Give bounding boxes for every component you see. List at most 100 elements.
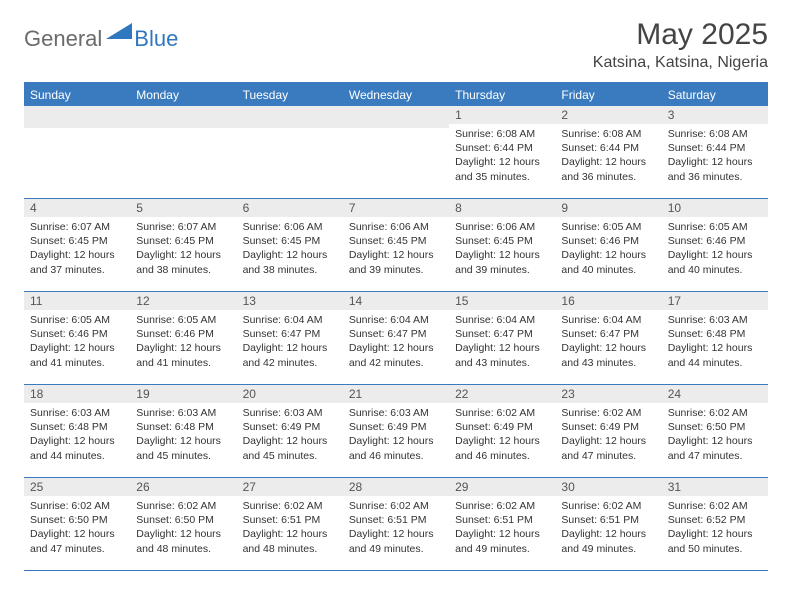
day-details: Sunrise: 6:08 AMSunset: 6:44 PMDaylight:… — [449, 124, 555, 188]
day-details: Sunrise: 6:02 AMSunset: 6:51 PMDaylight:… — [237, 496, 343, 560]
day-details: Sunrise: 6:02 AMSunset: 6:50 PMDaylight:… — [130, 496, 236, 560]
sunrise-text: Sunrise: 6:07 AM — [30, 220, 124, 234]
sunrise-text: Sunrise: 6:07 AM — [136, 220, 230, 234]
daylight-text: Daylight: 12 hours and 46 minutes. — [349, 434, 443, 462]
sunset-text: Sunset: 6:45 PM — [30, 234, 124, 248]
day-details: Sunrise: 6:03 AMSunset: 6:48 PMDaylight:… — [24, 403, 130, 467]
day-number-empty — [24, 106, 130, 128]
sunrise-text: Sunrise: 6:02 AM — [561, 406, 655, 420]
daylight-text: Daylight: 12 hours and 42 minutes. — [349, 341, 443, 369]
sunrise-text: Sunrise: 6:05 AM — [668, 220, 762, 234]
day-details: Sunrise: 6:02 AMSunset: 6:49 PMDaylight:… — [555, 403, 661, 467]
day-details: Sunrise: 6:06 AMSunset: 6:45 PMDaylight:… — [449, 217, 555, 281]
sunset-text: Sunset: 6:45 PM — [349, 234, 443, 248]
day-number-empty — [130, 106, 236, 128]
day-number: 6 — [237, 199, 343, 217]
day-details: Sunrise: 6:02 AMSunset: 6:49 PMDaylight:… — [449, 403, 555, 467]
daylight-text: Daylight: 12 hours and 50 minutes. — [668, 527, 762, 555]
daylight-text: Daylight: 12 hours and 43 minutes. — [561, 341, 655, 369]
logo-text-blue: Blue — [134, 26, 178, 52]
calendar-week-row: 11Sunrise: 6:05 AMSunset: 6:46 PMDayligh… — [24, 292, 768, 385]
sunset-text: Sunset: 6:49 PM — [243, 420, 337, 434]
day-number: 21 — [343, 385, 449, 403]
sunrise-text: Sunrise: 6:04 AM — [243, 313, 337, 327]
daylight-text: Daylight: 12 hours and 44 minutes. — [30, 434, 124, 462]
weekday-header: Sunday — [24, 83, 130, 106]
daylight-text: Daylight: 12 hours and 45 minutes. — [243, 434, 337, 462]
calendar-day-cell: 30Sunrise: 6:02 AMSunset: 6:51 PMDayligh… — [555, 478, 661, 571]
calendar-day-cell: 7Sunrise: 6:06 AMSunset: 6:45 PMDaylight… — [343, 199, 449, 292]
day-number: 1 — [449, 106, 555, 124]
day-number: 25 — [24, 478, 130, 496]
sunrise-text: Sunrise: 6:05 AM — [30, 313, 124, 327]
sunrise-text: Sunrise: 6:03 AM — [136, 406, 230, 420]
sunset-text: Sunset: 6:46 PM — [561, 234, 655, 248]
day-number: 10 — [662, 199, 768, 217]
sunset-text: Sunset: 6:50 PM — [668, 420, 762, 434]
sunrise-text: Sunrise: 6:04 AM — [349, 313, 443, 327]
daylight-text: Daylight: 12 hours and 46 minutes. — [455, 434, 549, 462]
day-details: Sunrise: 6:07 AMSunset: 6:45 PMDaylight:… — [24, 217, 130, 281]
day-number: 4 — [24, 199, 130, 217]
sunset-text: Sunset: 6:47 PM — [243, 327, 337, 341]
calendar-day-cell: 16Sunrise: 6:04 AMSunset: 6:47 PMDayligh… — [555, 292, 661, 385]
calendar-day-cell — [237, 106, 343, 199]
day-number: 2 — [555, 106, 661, 124]
sunset-text: Sunset: 6:50 PM — [136, 513, 230, 527]
day-details: Sunrise: 6:03 AMSunset: 6:48 PMDaylight:… — [662, 310, 768, 374]
calendar-week-row: 4Sunrise: 6:07 AMSunset: 6:45 PMDaylight… — [24, 199, 768, 292]
sunset-text: Sunset: 6:51 PM — [349, 513, 443, 527]
day-number: 17 — [662, 292, 768, 310]
daylight-text: Daylight: 12 hours and 39 minutes. — [455, 248, 549, 276]
calendar-day-cell — [343, 106, 449, 199]
calendar-day-cell: 3Sunrise: 6:08 AMSunset: 6:44 PMDaylight… — [662, 106, 768, 199]
sunset-text: Sunset: 6:47 PM — [561, 327, 655, 341]
day-number: 15 — [449, 292, 555, 310]
day-number: 27 — [237, 478, 343, 496]
calendar-day-cell — [24, 106, 130, 199]
sunrise-text: Sunrise: 6:02 AM — [561, 499, 655, 513]
day-details: Sunrise: 6:08 AMSunset: 6:44 PMDaylight:… — [555, 124, 661, 188]
sunset-text: Sunset: 6:47 PM — [349, 327, 443, 341]
sunset-text: Sunset: 6:48 PM — [668, 327, 762, 341]
weekday-header: Friday — [555, 83, 661, 106]
daylight-text: Daylight: 12 hours and 47 minutes. — [561, 434, 655, 462]
calendar-day-cell: 20Sunrise: 6:03 AMSunset: 6:49 PMDayligh… — [237, 385, 343, 478]
calendar-day-cell: 21Sunrise: 6:03 AMSunset: 6:49 PMDayligh… — [343, 385, 449, 478]
sunset-text: Sunset: 6:51 PM — [561, 513, 655, 527]
day-details: Sunrise: 6:05 AMSunset: 6:46 PMDaylight:… — [555, 217, 661, 281]
sunset-text: Sunset: 6:51 PM — [455, 513, 549, 527]
calendar-table: Sunday Monday Tuesday Wednesday Thursday… — [24, 82, 768, 571]
day-details: Sunrise: 6:05 AMSunset: 6:46 PMDaylight:… — [130, 310, 236, 374]
day-details: Sunrise: 6:04 AMSunset: 6:47 PMDaylight:… — [555, 310, 661, 374]
calendar-day-cell: 5Sunrise: 6:07 AMSunset: 6:45 PMDaylight… — [130, 199, 236, 292]
day-details: Sunrise: 6:08 AMSunset: 6:44 PMDaylight:… — [662, 124, 768, 188]
daylight-text: Daylight: 12 hours and 36 minutes. — [561, 155, 655, 183]
day-details: Sunrise: 6:04 AMSunset: 6:47 PMDaylight:… — [237, 310, 343, 374]
daylight-text: Daylight: 12 hours and 49 minutes. — [349, 527, 443, 555]
day-number: 26 — [130, 478, 236, 496]
day-details: Sunrise: 6:05 AMSunset: 6:46 PMDaylight:… — [662, 217, 768, 281]
sunrise-text: Sunrise: 6:08 AM — [668, 127, 762, 141]
daylight-text: Daylight: 12 hours and 43 minutes. — [455, 341, 549, 369]
day-number: 8 — [449, 199, 555, 217]
daylight-text: Daylight: 12 hours and 38 minutes. — [136, 248, 230, 276]
sunrise-text: Sunrise: 6:02 AM — [455, 406, 549, 420]
calendar-day-cell: 15Sunrise: 6:04 AMSunset: 6:47 PMDayligh… — [449, 292, 555, 385]
day-number: 14 — [343, 292, 449, 310]
sunrise-text: Sunrise: 6:08 AM — [561, 127, 655, 141]
day-number: 13 — [237, 292, 343, 310]
sunset-text: Sunset: 6:49 PM — [561, 420, 655, 434]
calendar-day-cell: 9Sunrise: 6:05 AMSunset: 6:46 PMDaylight… — [555, 199, 661, 292]
sunset-text: Sunset: 6:46 PM — [136, 327, 230, 341]
sunset-text: Sunset: 6:47 PM — [455, 327, 549, 341]
sunset-text: Sunset: 6:51 PM — [243, 513, 337, 527]
day-number: 3 — [662, 106, 768, 124]
daylight-text: Daylight: 12 hours and 45 minutes. — [136, 434, 230, 462]
sunrise-text: Sunrise: 6:03 AM — [243, 406, 337, 420]
sunset-text: Sunset: 6:49 PM — [455, 420, 549, 434]
day-details: Sunrise: 6:03 AMSunset: 6:49 PMDaylight:… — [237, 403, 343, 467]
calendar-day-cell: 19Sunrise: 6:03 AMSunset: 6:48 PMDayligh… — [130, 385, 236, 478]
day-number: 31 — [662, 478, 768, 496]
sunrise-text: Sunrise: 6:02 AM — [30, 499, 124, 513]
